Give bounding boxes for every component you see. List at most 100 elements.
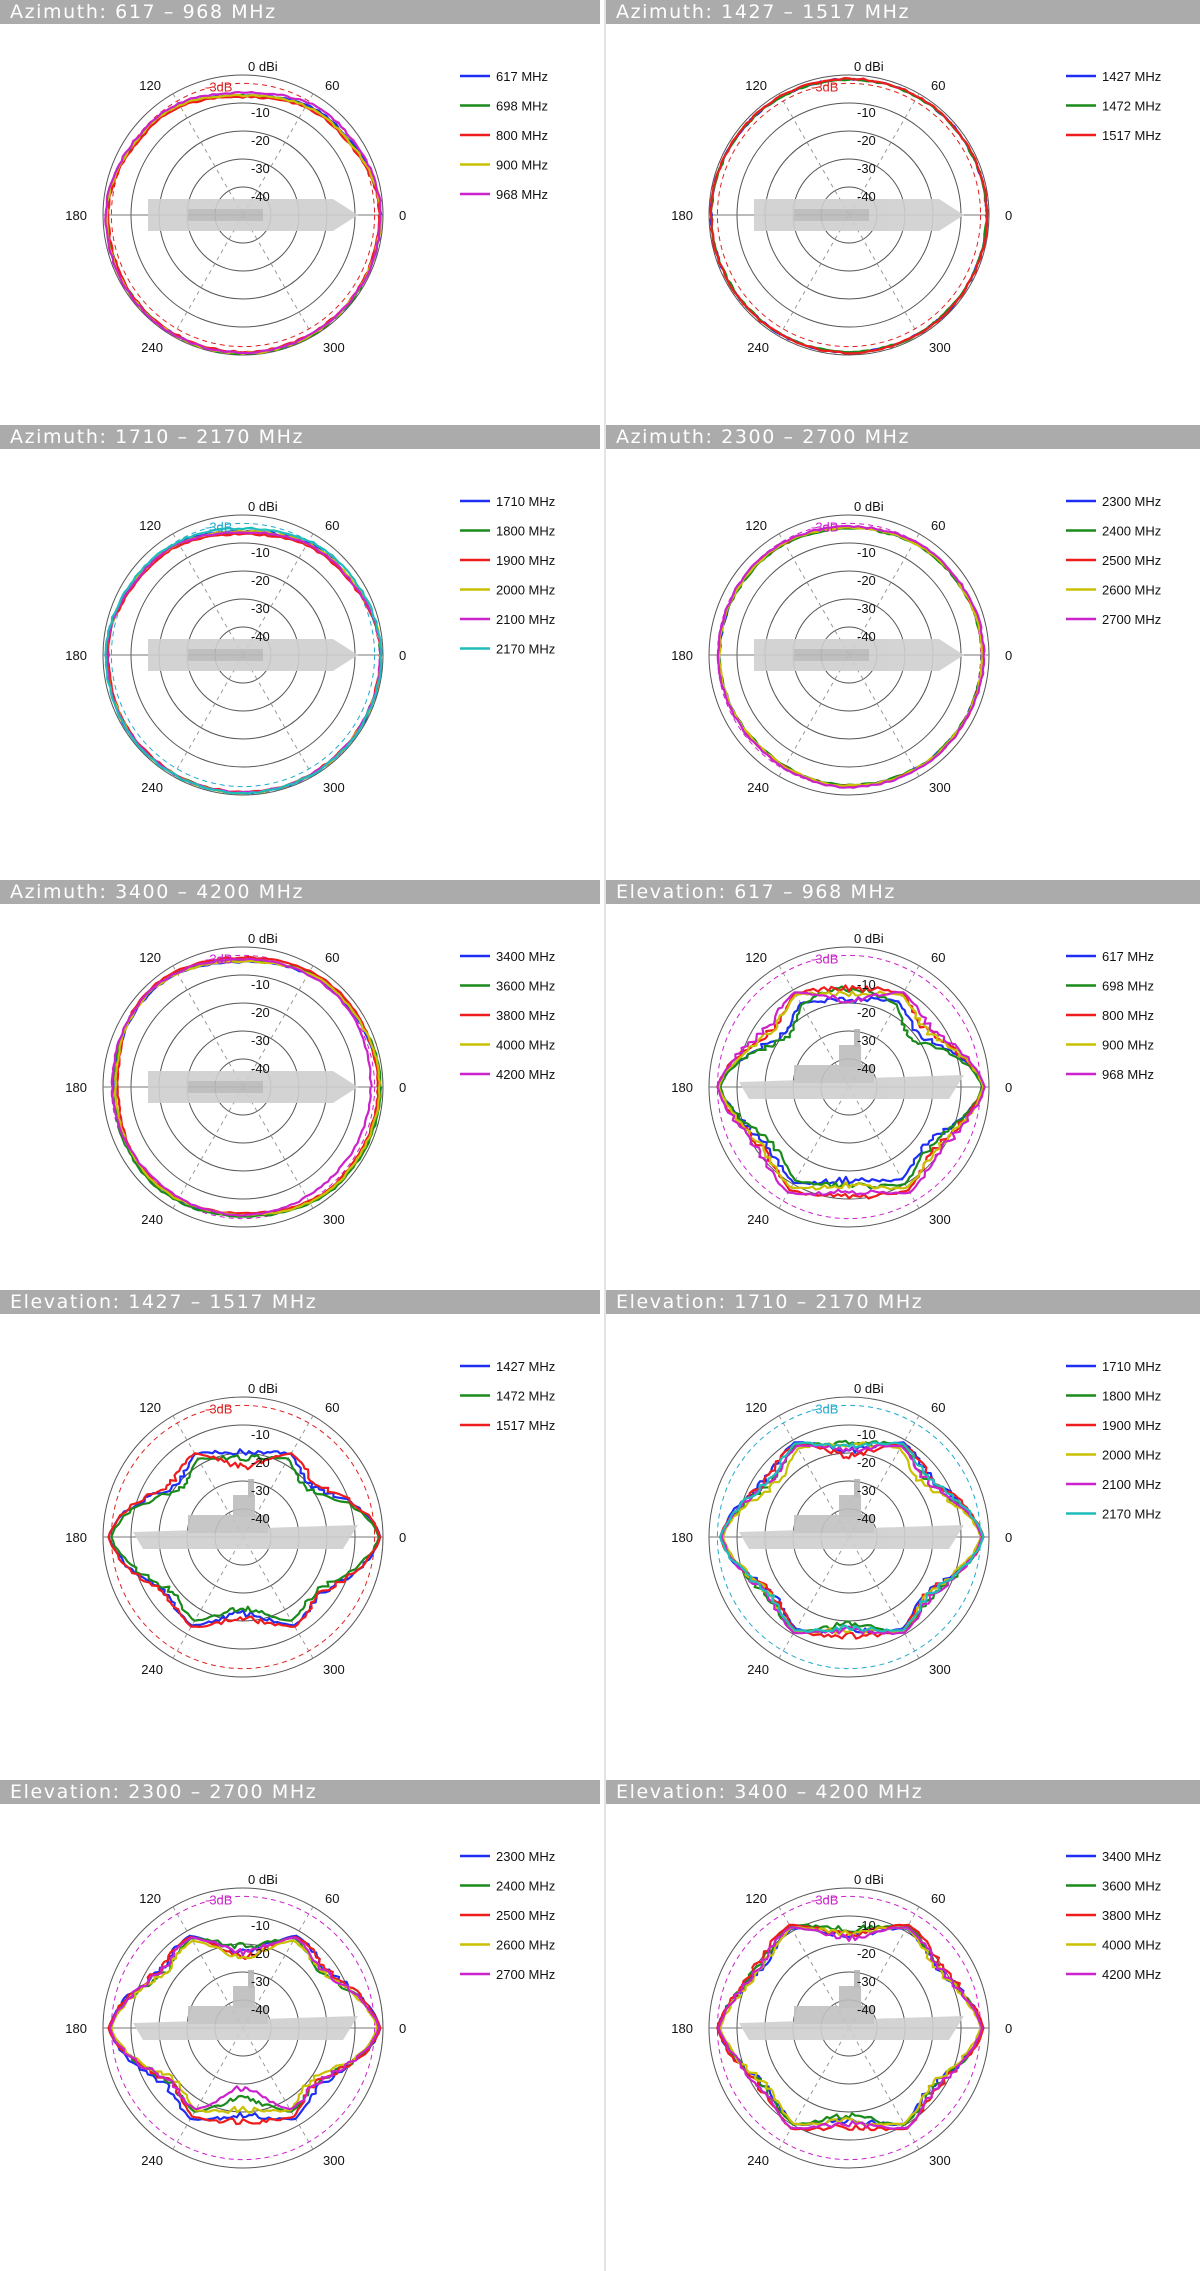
ring-label: -40: [251, 1511, 270, 1526]
legend-unit: MHz: [1131, 1879, 1161, 1894]
legend-label: 4000 MHz: [496, 1038, 555, 1053]
minus3db-circle: [716, 954, 982, 1220]
angle-label: 180: [671, 2021, 693, 2036]
legend-label: 4200 MHz: [1102, 1967, 1161, 1982]
angle-label: 0: [1005, 1080, 1012, 1095]
legend-unit: MHz: [525, 642, 555, 657]
legend-value: 3600: [1102, 1879, 1131, 1894]
ring-label: -10: [251, 105, 270, 120]
series-line: [113, 959, 381, 1217]
angle-label: 0: [399, 2021, 406, 2036]
angle-label: 120: [745, 518, 767, 533]
chart-legend: 617 MHz 698 MHz 800 MHz 900 MHz 968 MHz: [1066, 949, 1154, 1082]
legend-value: 2700: [1102, 612, 1131, 627]
legend-unit: MHz: [1131, 1938, 1161, 1953]
angle-label: 240: [747, 780, 769, 795]
legend-value: 2400: [1102, 524, 1131, 539]
legend-label: 3800 MHz: [496, 1008, 555, 1023]
legend-unit: MHz: [525, 1849, 555, 1864]
angle-label: 240: [747, 1212, 769, 1227]
legend-unit: MHz: [1131, 1849, 1161, 1864]
polar-chart: 0 dBi -10 -20 -30 -40 -3dB 0 60 120 180 240 300 1710…: [671, 1359, 1161, 1678]
legend-label: 968 MHz: [1102, 1067, 1154, 1082]
ring-label: -20: [857, 1005, 876, 1020]
minus3db-label: -3dB: [205, 519, 232, 534]
legend-unit: MHz: [1131, 99, 1161, 114]
ship-silhouette: [133, 1479, 358, 1549]
series-line: [716, 991, 986, 1197]
ring-label: 0 dBi: [248, 931, 278, 946]
angle-label: 60: [931, 950, 945, 965]
series-line: [719, 985, 984, 1190]
spoke-line: [778, 214, 850, 337]
ring-label: -10: [857, 105, 876, 120]
chart-title: Azimuth: 1427 – 1517 MHz: [606, 0, 1200, 24]
column-divider: [604, 0, 606, 2271]
legend-value: 1900: [1102, 1418, 1131, 1433]
polar-chart: 0 dBi -10 -20 -30 -40 -3dB 0 60 120 180 240 300 1427…: [65, 1359, 555, 1678]
ring-label: -30: [857, 1974, 876, 1989]
legend-label: 900 MHz: [1102, 1038, 1154, 1053]
minus3db-label: -3dB: [811, 79, 838, 94]
legend-unit: MHz: [525, 1008, 555, 1023]
chart-panel: Azimuth: 1710 – 2170 MHz 0 dBi -10 -20 -30 -4…: [0, 425, 600, 880]
legend-label: 1900 MHz: [496, 553, 555, 568]
chart-title: Elevation: 617 – 968 MHz: [606, 880, 1200, 904]
ring-label: -40: [857, 629, 876, 644]
angle-label: 0: [1005, 1530, 1012, 1545]
angle-label: 60: [325, 950, 339, 965]
angle-label: 300: [323, 2153, 345, 2168]
legend-label: 1517 MHz: [496, 1418, 555, 1433]
legend-label: 617 MHz: [1102, 949, 1154, 964]
series-group: [107, 1934, 382, 2126]
legend-unit: MHz: [1131, 1359, 1161, 1374]
angle-label: 300: [323, 1662, 345, 1677]
legend-label: 2300 MHz: [1102, 494, 1161, 509]
legend-unit: MHz: [1124, 1038, 1154, 1053]
minus3db-label: -3dB: [811, 1401, 838, 1416]
legend-value: 3800: [496, 1008, 525, 1023]
legend-value: 2170: [1102, 1507, 1131, 1522]
spoke-line: [778, 93, 850, 216]
legend-label: 698 MHz: [1102, 979, 1154, 994]
legend-label: 3400 MHz: [496, 949, 555, 964]
legend-label: 698 MHz: [496, 99, 548, 114]
legend-label: 2300 MHz: [496, 1849, 555, 1864]
legend-label: 800 MHz: [1102, 1008, 1154, 1023]
angle-label: 180: [671, 648, 693, 663]
chart-title: Azimuth: 3400 – 4200 MHz: [0, 880, 600, 904]
ring-label: 0 dBi: [854, 499, 884, 514]
series-group: [716, 984, 986, 1200]
legend-label: 900 MHz: [496, 158, 548, 173]
chart-panel: Azimuth: 1427 – 1517 MHz 0 dBi -10 -20 -30 -4…: [606, 0, 1200, 425]
series-group: [104, 526, 383, 795]
legend-unit: MHz: [1131, 1967, 1161, 1982]
legend-label: 968 MHz: [496, 187, 548, 202]
angle-label: 180: [671, 1530, 693, 1545]
legend-unit: MHz: [1131, 524, 1161, 539]
minus3db-circle: [716, 522, 982, 788]
legend-value: 1472: [1102, 99, 1131, 114]
angle-label: 240: [141, 340, 163, 355]
legend-value: 968: [1102, 1067, 1124, 1082]
ring-label: 0 dBi: [248, 1381, 278, 1396]
legend-value: 1900: [496, 553, 525, 568]
legend-value: 617: [1102, 949, 1124, 964]
legend-unit: MHz: [525, 553, 555, 568]
angle-label: 300: [323, 340, 345, 355]
ring-label: -20: [251, 1946, 270, 1961]
legend-value: 3800: [1102, 1908, 1131, 1923]
series-group: [716, 524, 986, 789]
angle-label: 300: [323, 1212, 345, 1227]
ring-label: -40: [251, 189, 270, 204]
spoke-line: [172, 533, 244, 656]
angle-label: 120: [745, 78, 767, 93]
ship-silhouette: [148, 199, 358, 231]
legend-value: 1800: [1102, 1389, 1131, 1404]
angle-label: 0: [399, 1530, 406, 1545]
angle-label: 0: [1005, 208, 1012, 223]
ring-label: -20: [857, 573, 876, 588]
legend-unit: MHz: [525, 1067, 555, 1082]
